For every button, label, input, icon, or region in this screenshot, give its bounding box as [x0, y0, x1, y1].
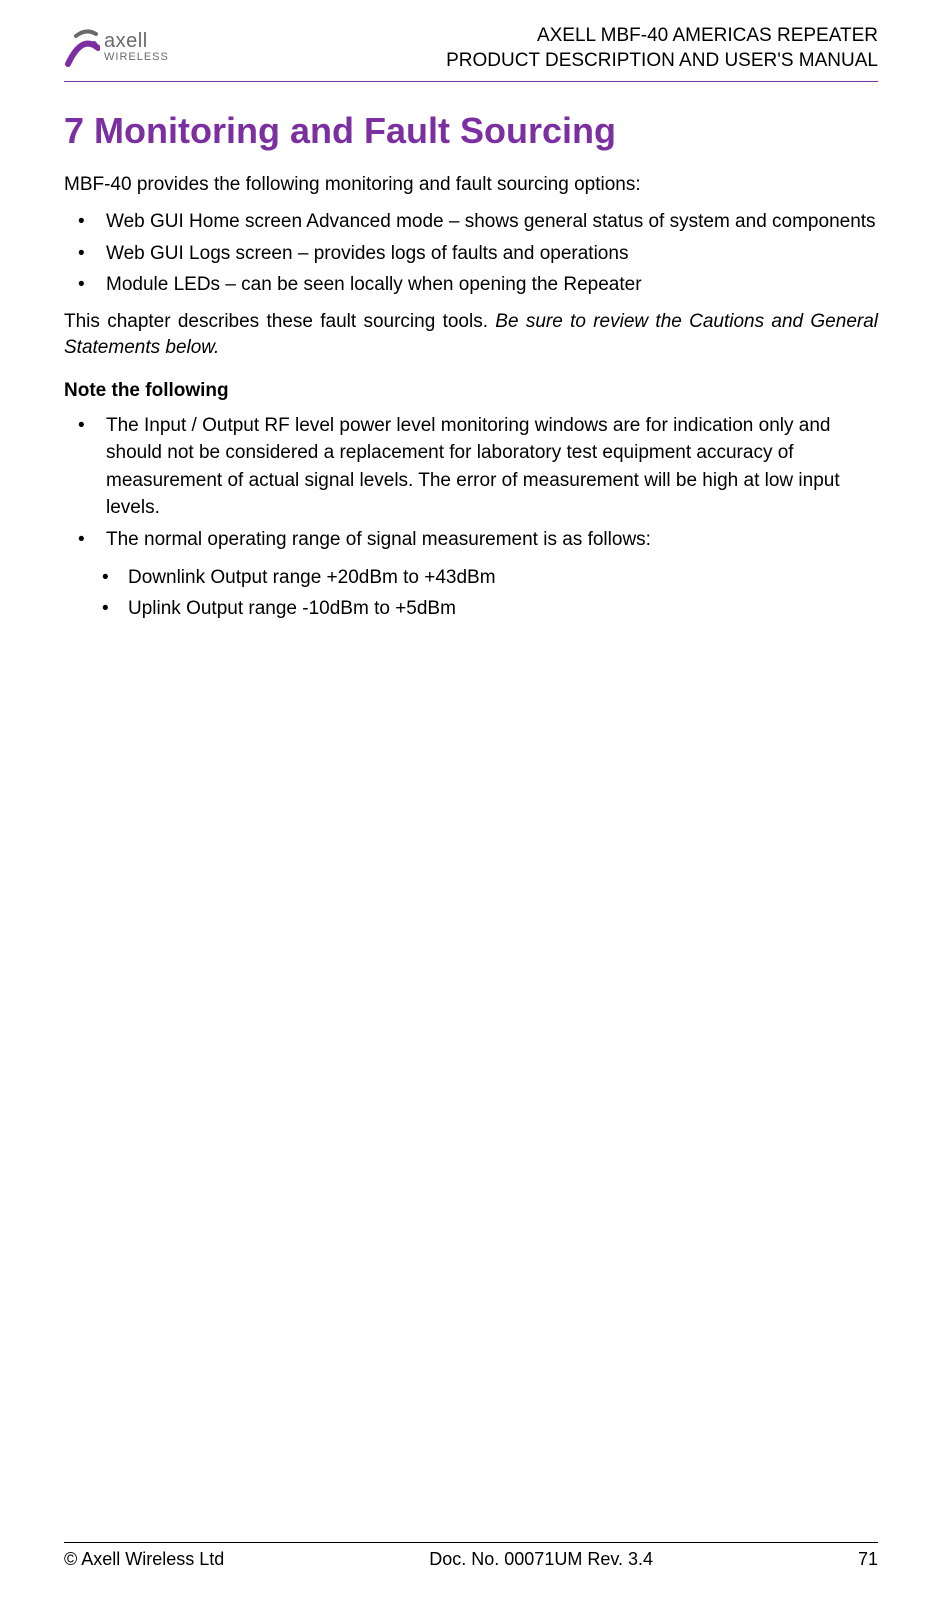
logo: axell WIRELESS — [64, 24, 169, 68]
chapter-desc-plain: This chapter describes these fault sourc… — [64, 311, 495, 332]
logo-mark-icon — [64, 24, 100, 68]
content: 7Monitoring and Fault Sourcing MBF-40 pr… — [64, 110, 878, 632]
page-header: axell WIRELESS AXELL MBF-40 AMERICAS REP… — [64, 24, 878, 73]
logo-brand: axell — [104, 30, 169, 53]
footer-row: © Axell Wireless Ltd Doc. No. 00071UM Re… — [64, 1549, 878, 1570]
page: axell WIRELESS AXELL MBF-40 AMERICAS REP… — [0, 0, 942, 1600]
footer-copyright: © Axell Wireless Ltd — [64, 1549, 224, 1570]
header-titles: AXELL MBF-40 AMERICAS REPEATER PRODUCT D… — [446, 24, 878, 73]
notes-list: The Input / Output RF level power level … — [64, 412, 878, 554]
logo-subbrand: WIRELESS — [104, 51, 169, 63]
section-title-text: Monitoring and Fault Sourcing — [94, 110, 616, 151]
options-list: Web GUI Home screen Advanced mode – show… — [64, 208, 878, 299]
note-heading: Note the following — [64, 380, 878, 402]
list-item: The Input / Output RF level power level … — [64, 412, 878, 522]
header-rule — [64, 81, 878, 82]
list-item: Web GUI Home screen Advanced mode – show… — [64, 208, 878, 236]
page-footer: © Axell Wireless Ltd Doc. No. 00071UM Re… — [64, 1542, 878, 1570]
footer-rule — [64, 1542, 878, 1543]
list-item: Web GUI Logs screen – provides logs of f… — [64, 240, 878, 268]
list-item: Uplink Output range -10dBm to +5dBm — [64, 595, 878, 623]
list-item: Module LEDs – can be seen locally when o… — [64, 271, 878, 299]
chapter-description: This chapter describes these fault sourc… — [64, 309, 878, 362]
section-title: 7Monitoring and Fault Sourcing — [64, 110, 878, 152]
list-item: Downlink Output range +20dBm to +43dBm — [64, 564, 878, 592]
header-title-line1: AXELL MBF-40 AMERICAS REPEATER — [446, 24, 878, 49]
section-number: 7 — [64, 110, 84, 151]
list-item: The normal operating range of signal mea… — [64, 526, 878, 554]
logo-text-block: axell WIRELESS — [104, 30, 169, 63]
header-title-line2: PRODUCT DESCRIPTION AND USER'S MANUAL — [446, 49, 878, 74]
intro-paragraph: MBF-40 provides the following monitoring… — [64, 172, 878, 198]
footer-docnum: Doc. No. 00071UM Rev. 3.4 — [429, 1549, 653, 1570]
footer-pagenum: 71 — [858, 1549, 878, 1570]
ranges-list: Downlink Output range +20dBm to +43dBm U… — [64, 564, 878, 623]
